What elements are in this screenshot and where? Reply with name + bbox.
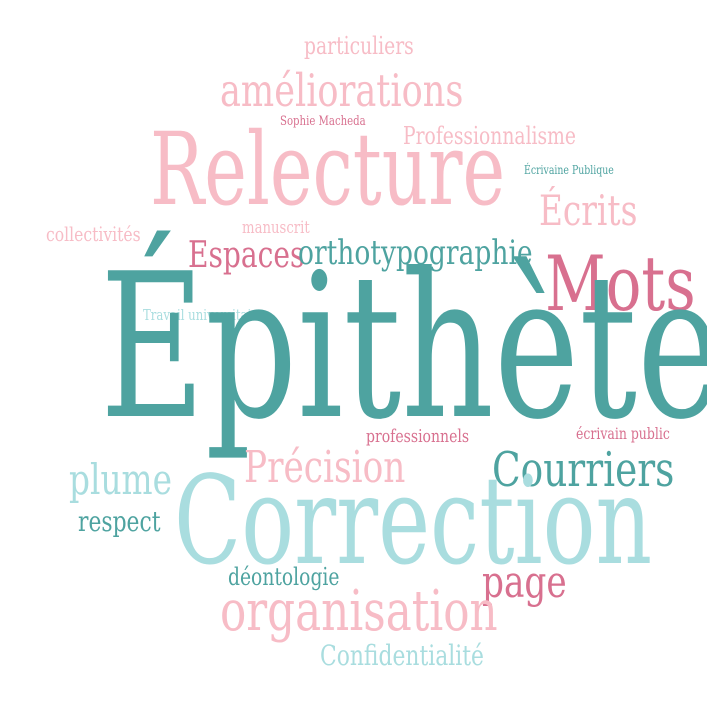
word-mots: Mots: [545, 239, 696, 328]
word-deontologie: déontologie: [228, 563, 340, 591]
word-collectivites: collectivités: [46, 222, 141, 246]
word-relecture: Relecture: [150, 111, 506, 228]
word-travail-universitaire: Travail universitaire: [143, 306, 264, 324]
word-confidentialite: Confidentialité: [320, 639, 484, 672]
word-courriers: Courriers: [492, 442, 675, 498]
word-respect: respect: [78, 505, 161, 538]
word-ecrivaine-publique: Écrivaine Publique: [524, 163, 614, 177]
word-professionnels: professionnels: [366, 426, 470, 447]
word-precision: Précision: [244, 442, 406, 493]
word-ameliorations: améliorations: [220, 64, 464, 117]
word-sophie-macheda: Sophie Macheda: [280, 114, 366, 129]
word-manuscrit: manuscrit: [242, 218, 310, 238]
word-correction: Correction: [174, 450, 653, 592]
word-epithete: Épithète: [100, 231, 707, 464]
word-plume: plume: [69, 455, 173, 504]
word-espaces: Espaces: [188, 235, 305, 276]
word-orthotypographie: orthotypographie: [298, 233, 533, 273]
word-ecrits: Écrits: [539, 186, 638, 235]
word-particuliers: particuliers: [304, 32, 414, 60]
word-page: page: [482, 557, 567, 608]
word-professionnalisme: Professionnalisme: [403, 122, 576, 150]
word-ecrivain-public: écrivain public: [576, 424, 670, 443]
word-organisation: organisation: [220, 579, 498, 644]
